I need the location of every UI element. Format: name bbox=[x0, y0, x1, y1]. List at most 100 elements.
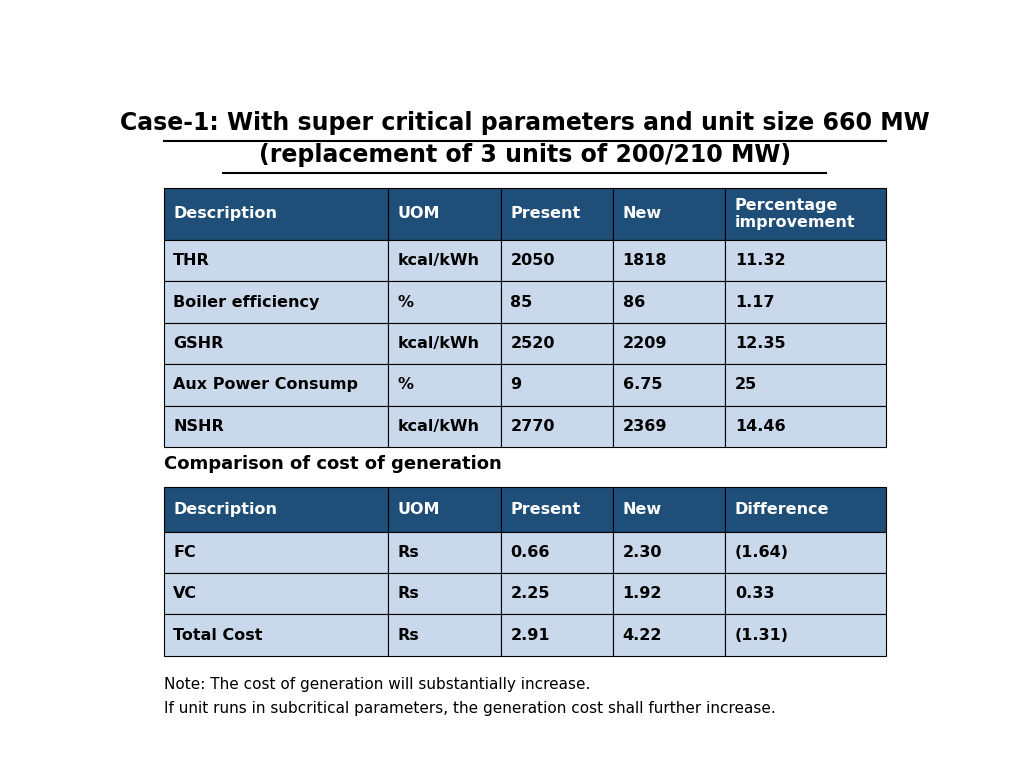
Text: New: New bbox=[623, 207, 662, 221]
Text: THR: THR bbox=[173, 253, 210, 268]
Text: Percentage
improvement: Percentage improvement bbox=[735, 198, 856, 230]
Text: 1818: 1818 bbox=[623, 253, 667, 268]
Text: 9: 9 bbox=[510, 377, 521, 392]
Bar bbox=[725, 406, 886, 447]
Text: Present: Present bbox=[510, 502, 581, 517]
Text: VC: VC bbox=[173, 586, 198, 601]
Text: 2770: 2770 bbox=[510, 419, 555, 434]
Text: UOM: UOM bbox=[398, 207, 440, 221]
Text: 1.17: 1.17 bbox=[735, 295, 774, 310]
Bar bbox=[388, 531, 501, 573]
Text: 14.46: 14.46 bbox=[735, 419, 785, 434]
Bar bbox=[164, 364, 388, 406]
Bar bbox=[388, 188, 501, 240]
Text: 2520: 2520 bbox=[510, 336, 555, 351]
Bar bbox=[164, 406, 388, 447]
Bar bbox=[725, 531, 886, 573]
Bar bbox=[164, 188, 388, 240]
Bar bbox=[613, 573, 725, 614]
Text: Present: Present bbox=[510, 207, 581, 221]
Bar bbox=[725, 364, 886, 406]
Text: 2.91: 2.91 bbox=[510, 627, 550, 643]
Text: 2.30: 2.30 bbox=[623, 545, 663, 560]
Text: 2050: 2050 bbox=[510, 253, 555, 268]
Text: kcal/kWh: kcal/kWh bbox=[398, 336, 480, 351]
Bar bbox=[613, 531, 725, 573]
Text: 0.66: 0.66 bbox=[510, 545, 550, 560]
Bar bbox=[501, 281, 613, 323]
Text: (1.64): (1.64) bbox=[735, 545, 788, 560]
Bar bbox=[388, 614, 501, 656]
Bar bbox=[164, 573, 388, 614]
Bar bbox=[388, 240, 501, 281]
Bar bbox=[388, 487, 501, 531]
Text: 85: 85 bbox=[510, 295, 532, 310]
Text: 6.75: 6.75 bbox=[623, 377, 663, 392]
Text: 1.92: 1.92 bbox=[623, 586, 663, 601]
Bar bbox=[725, 573, 886, 614]
Text: (replacement of 3 units of 200/210 MW): (replacement of 3 units of 200/210 MW) bbox=[259, 144, 791, 167]
Bar bbox=[501, 364, 613, 406]
Text: Aux Power Consump: Aux Power Consump bbox=[173, 377, 358, 392]
Text: %: % bbox=[398, 295, 414, 310]
Bar bbox=[501, 487, 613, 531]
Bar bbox=[501, 188, 613, 240]
Bar bbox=[164, 614, 388, 656]
Text: 12.35: 12.35 bbox=[735, 336, 785, 351]
Text: %: % bbox=[398, 377, 414, 392]
Text: Description: Description bbox=[173, 207, 278, 221]
Bar bbox=[501, 573, 613, 614]
Bar bbox=[613, 406, 725, 447]
Text: 11.32: 11.32 bbox=[735, 253, 785, 268]
Bar bbox=[613, 323, 725, 364]
Text: GSHR: GSHR bbox=[173, 336, 223, 351]
Text: Total Cost: Total Cost bbox=[173, 627, 263, 643]
Text: Rs: Rs bbox=[398, 545, 420, 560]
Bar bbox=[725, 281, 886, 323]
Bar bbox=[164, 281, 388, 323]
Bar bbox=[388, 323, 501, 364]
Text: kcal/kWh: kcal/kWh bbox=[398, 253, 480, 268]
Bar bbox=[725, 614, 886, 656]
Text: Note: The cost of generation will substantially increase.: Note: The cost of generation will substa… bbox=[164, 677, 590, 692]
Bar bbox=[388, 406, 501, 447]
Text: Difference: Difference bbox=[735, 502, 829, 517]
Bar bbox=[164, 487, 388, 531]
Bar bbox=[501, 240, 613, 281]
Bar bbox=[725, 323, 886, 364]
Text: Case-1: With super critical parameters and unit size 660 MW: Case-1: With super critical parameters a… bbox=[120, 111, 930, 135]
Bar bbox=[613, 240, 725, 281]
Bar bbox=[501, 406, 613, 447]
Bar bbox=[613, 188, 725, 240]
Bar bbox=[725, 487, 886, 531]
Text: 2.25: 2.25 bbox=[510, 586, 550, 601]
Text: 4.22: 4.22 bbox=[623, 627, 663, 643]
Text: UOM: UOM bbox=[398, 502, 440, 517]
Text: kcal/kWh: kcal/kWh bbox=[398, 419, 480, 434]
Bar bbox=[388, 573, 501, 614]
Bar bbox=[613, 364, 725, 406]
Bar bbox=[725, 188, 886, 240]
Bar bbox=[501, 531, 613, 573]
Text: 0.33: 0.33 bbox=[735, 586, 774, 601]
Text: (1.31): (1.31) bbox=[735, 627, 788, 643]
Text: 25: 25 bbox=[735, 377, 757, 392]
Bar bbox=[164, 240, 388, 281]
Bar bbox=[613, 281, 725, 323]
Text: Rs: Rs bbox=[398, 586, 420, 601]
Text: Comparison of cost of generation: Comparison of cost of generation bbox=[164, 455, 502, 472]
Text: 2209: 2209 bbox=[623, 336, 667, 351]
Bar bbox=[388, 364, 501, 406]
Bar bbox=[613, 614, 725, 656]
Bar bbox=[501, 323, 613, 364]
Text: Rs: Rs bbox=[398, 627, 420, 643]
Bar bbox=[164, 323, 388, 364]
Bar bbox=[725, 240, 886, 281]
Text: If unit runs in subcritical parameters, the generation cost shall further increa: If unit runs in subcritical parameters, … bbox=[164, 701, 775, 717]
Bar bbox=[164, 531, 388, 573]
Text: Description: Description bbox=[173, 502, 278, 517]
Text: NSHR: NSHR bbox=[173, 419, 224, 434]
Text: New: New bbox=[623, 502, 662, 517]
Text: Boiler efficiency: Boiler efficiency bbox=[173, 295, 319, 310]
Text: FC: FC bbox=[173, 545, 196, 560]
